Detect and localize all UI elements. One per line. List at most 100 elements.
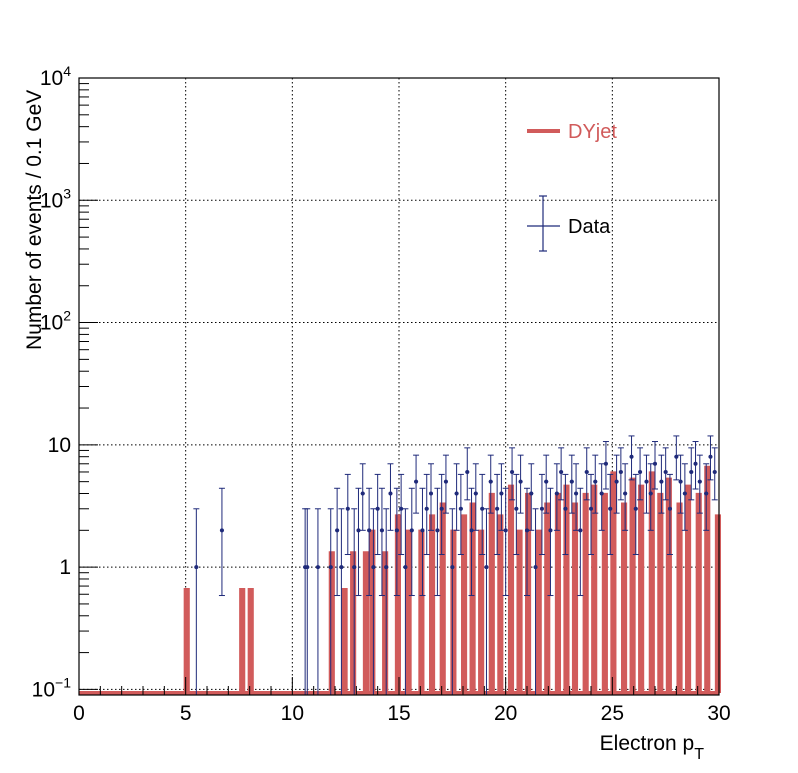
x-tick-label: 0 (73, 702, 85, 725)
data-point (495, 506, 500, 511)
y-tick-label: 102 (40, 308, 71, 335)
data-point (693, 461, 698, 466)
y-tick-label: 103 (40, 185, 71, 212)
data-point (469, 528, 474, 533)
data-point (384, 565, 389, 570)
data-point (633, 506, 638, 511)
data-point (420, 528, 425, 533)
data-point (480, 506, 485, 511)
y-tick-exponent: 3 (63, 185, 71, 201)
dyjet-bin (610, 471, 617, 693)
data-point (328, 565, 333, 570)
data-point (194, 565, 199, 570)
dyjet-bin (582, 492, 589, 693)
x-tick-label: 20 (494, 702, 517, 725)
x-tick-label: 15 (387, 702, 410, 725)
data-point (667, 506, 672, 511)
y-tick-base: 10 (40, 189, 63, 212)
data-point (399, 506, 404, 511)
data-point (473, 491, 478, 496)
data-point (618, 469, 623, 474)
data-point (510, 469, 515, 474)
data-point (574, 491, 579, 496)
data-point (352, 565, 357, 570)
dyjet-bin (544, 502, 551, 693)
y-tick-label: 104 (40, 63, 71, 90)
x-tick-label: 30 (707, 702, 730, 725)
data-point (367, 528, 372, 533)
data-point (465, 469, 470, 474)
data-point (689, 469, 694, 474)
dyjet-bin (685, 484, 692, 693)
data-point (454, 491, 459, 496)
data-point (603, 461, 608, 466)
dyjet-bin (469, 502, 476, 693)
y-tick-label: 1 (59, 556, 71, 579)
data-point (429, 491, 433, 496)
data-point (608, 506, 613, 511)
dyjet-bin (629, 477, 636, 693)
y-tick-base: 10 (40, 67, 63, 90)
x-axis-title: Electron pT (600, 732, 705, 763)
dyjet-bin (648, 471, 655, 693)
y-axis-title: Number of events / 0.1 GeV (23, 90, 46, 350)
data-point (529, 491, 534, 496)
data-point (569, 479, 574, 484)
data-point (539, 506, 544, 511)
x-tick-label: 5 (180, 702, 192, 725)
dyjet-bin (657, 492, 664, 693)
data-point (484, 565, 489, 570)
x-axis-title-subscript: T (694, 746, 704, 763)
legend: DYjet Data (527, 121, 617, 252)
data-point (518, 479, 523, 484)
data-point (704, 491, 709, 496)
dyjet-bin (247, 588, 254, 693)
data-point (559, 469, 564, 474)
data-point (584, 469, 589, 474)
y-tick-label: 10 (48, 434, 71, 457)
dyjet-bin (488, 492, 495, 693)
dyjet-bin (478, 529, 485, 693)
data-point (356, 528, 361, 533)
data-point (697, 479, 702, 484)
dyjet-bin (704, 465, 711, 693)
data-point (339, 565, 344, 570)
x-tick-label: 10 (281, 702, 304, 725)
dyjet-bin (239, 588, 246, 693)
data-point (533, 565, 538, 570)
data-point (409, 528, 414, 533)
y-tick-exponent: 2 (63, 308, 71, 324)
dyjet-bin (341, 588, 348, 693)
dyjet-bin (591, 484, 598, 693)
y-tick-base: 1 (59, 556, 71, 579)
data-point (593, 479, 598, 484)
data-point (499, 491, 504, 496)
data-point (435, 528, 440, 533)
data-point (525, 528, 529, 533)
data-point (599, 491, 604, 496)
dyjet-bin (405, 529, 412, 693)
data-point (589, 506, 593, 511)
y-tick-base: 10 (32, 678, 55, 701)
y-tick-base: 10 (40, 312, 63, 335)
data-point (708, 454, 713, 459)
data-point (644, 479, 649, 484)
data-point (514, 506, 519, 511)
data-point (503, 528, 508, 533)
data-point (614, 479, 619, 484)
data-point (345, 506, 350, 511)
data-point (678, 479, 683, 484)
data-point (663, 469, 668, 474)
dyjet-bin (571, 502, 579, 693)
dyjet-bin (394, 514, 401, 693)
data-point (360, 491, 365, 496)
data-point (403, 565, 408, 570)
data-point (450, 565, 455, 570)
data-points (193, 435, 718, 695)
data-point (379, 528, 384, 533)
dyjet-bin (695, 492, 702, 693)
data-point (554, 491, 559, 496)
data-point (548, 528, 553, 533)
data-point (443, 479, 448, 484)
